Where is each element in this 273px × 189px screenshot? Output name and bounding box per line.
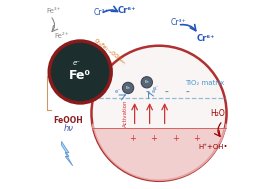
Text: –: – xyxy=(165,88,168,97)
Text: –: – xyxy=(146,88,150,97)
Text: e⁻: e⁻ xyxy=(152,89,158,94)
Text: H⁺+OH•: H⁺+OH• xyxy=(199,144,228,150)
Text: CrₓFe₁₋ₓOOHₘₙ: CrₓFe₁₋ₓOOHₘₙ xyxy=(94,38,127,65)
Text: Fe: Fe xyxy=(144,80,149,84)
Text: +: + xyxy=(150,134,157,143)
Text: +: + xyxy=(173,134,179,143)
Text: Cr³⁺: Cr³⁺ xyxy=(93,8,109,17)
Text: Fe²⁺: Fe²⁺ xyxy=(54,33,69,39)
Polygon shape xyxy=(61,141,73,166)
Circle shape xyxy=(91,46,227,181)
Circle shape xyxy=(49,41,111,103)
Text: –: – xyxy=(185,88,189,97)
Text: Fe³⁺: Fe³⁺ xyxy=(46,8,61,14)
Circle shape xyxy=(141,77,152,88)
Text: hν: hν xyxy=(64,124,74,133)
Text: TiO₂ matrix: TiO₂ matrix xyxy=(185,80,225,86)
Text: –: – xyxy=(129,88,133,97)
Text: Fe⁰: Fe⁰ xyxy=(69,69,91,82)
Text: +: + xyxy=(129,134,136,143)
Text: e⁻: e⁻ xyxy=(153,86,159,91)
Text: Fe: Fe xyxy=(126,86,130,90)
Text: Cr⁶⁺: Cr⁶⁺ xyxy=(197,34,215,43)
Text: Activation: Activation xyxy=(123,100,128,127)
Text: H₂O: H₂O xyxy=(210,109,225,118)
Text: FeOOH: FeOOH xyxy=(53,116,83,125)
Circle shape xyxy=(122,82,134,94)
Text: Cr⁶⁺: Cr⁶⁺ xyxy=(118,6,136,15)
Text: e⁻: e⁻ xyxy=(72,60,81,66)
Text: +: + xyxy=(193,134,200,143)
Text: e⁻: e⁻ xyxy=(115,89,121,94)
Text: Cr³⁺: Cr³⁺ xyxy=(170,18,186,27)
